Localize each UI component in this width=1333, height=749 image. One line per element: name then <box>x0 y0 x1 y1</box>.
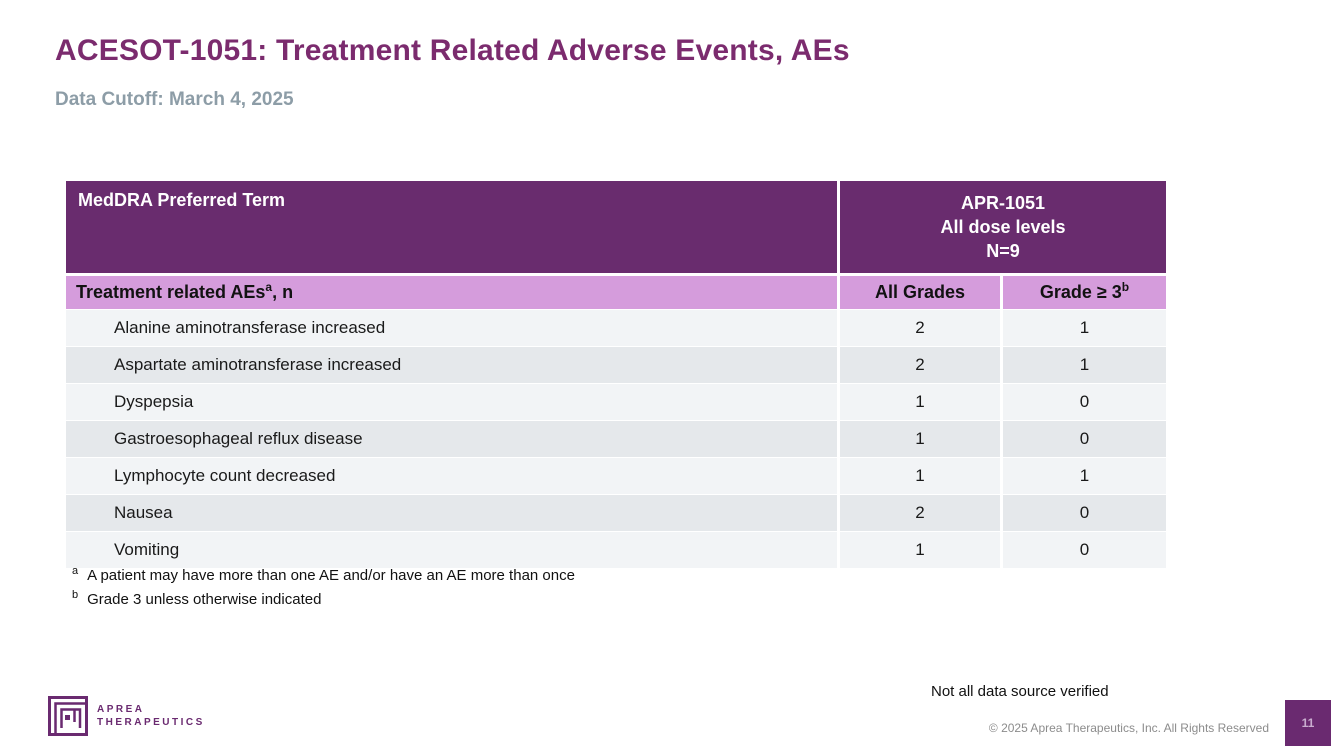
grade3-value: 0 <box>1003 421 1166 457</box>
all-grades-value: 1 <box>840 458 1003 494</box>
aprea-logo-text: APREA THERAPEUTICS <box>97 704 205 728</box>
table-subheader-row: Treatment related AEsa, n All Grades Gra… <box>66 276 1166 309</box>
grade3-value: 0 <box>1003 384 1166 420</box>
page-number-badge: 11 <box>1285 700 1331 746</box>
header-apr1051-group: APR-1051 All dose levels N=9 <box>840 181 1166 273</box>
adverse-events-table: MedDRA Preferred Term APR-1051 All dose … <box>66 181 1166 568</box>
all-grades-value: 2 <box>840 495 1003 531</box>
grade3-value: 1 <box>1003 310 1166 346</box>
all-grades-value: 2 <box>840 347 1003 383</box>
footnote-marker-b-ref: b <box>1121 280 1130 294</box>
ae-term: Alanine aminotransferase increased <box>66 310 840 346</box>
ae-term: Vomiting <box>66 532 840 568</box>
ae-term: Gastroesophageal reflux disease <box>66 421 840 457</box>
data-cutoff-subtitle: Data Cutoff: March 4, 2025 <box>55 89 294 110</box>
table-row: Gastroesophageal reflux disease 1 0 <box>66 421 1166 457</box>
table-row: Dyspepsia 1 0 <box>66 384 1166 420</box>
all-grades-value: 1 <box>840 532 1003 568</box>
table-row: Alanine aminotransferase increased 2 1 <box>66 310 1166 346</box>
ae-term: Dyspepsia <box>66 384 840 420</box>
header-group-line2: All dose levels <box>940 217 1066 237</box>
footnote-b: b Grade 3 unless otherwise indicated <box>72 589 322 609</box>
all-grades-value: 2 <box>840 310 1003 346</box>
subheader-grade3: Grade ≥ 3b <box>1039 280 1130 302</box>
grade3-value: 0 <box>1003 495 1166 531</box>
grade3-value: 1 <box>1003 347 1166 383</box>
ae-term: Aspartate aminotransferase increased <box>66 347 840 383</box>
table-row: Nausea 2 0 <box>66 495 1166 531</box>
ae-term: Nausea <box>66 495 840 531</box>
table-row: Aspartate aminotransferase increased 2 1 <box>66 347 1166 383</box>
header-group-line3: N=9 <box>986 241 1020 261</box>
all-grades-value: 1 <box>840 384 1003 420</box>
copyright-notice: © 2025 Aprea Therapeutics, Inc. All Righ… <box>988 721 1269 735</box>
header-meddra-term: MedDRA Preferred Term <box>66 181 840 273</box>
table-body: Alanine aminotransferase increased 2 1 A… <box>66 310 1166 568</box>
table-header-row: MedDRA Preferred Term APR-1051 All dose … <box>66 181 1166 273</box>
aprea-maze-icon <box>48 696 88 736</box>
footnote-marker-a-ref: a <box>265 280 273 294</box>
table-row: Vomiting 1 0 <box>66 532 1166 568</box>
header-group-line1: APR-1051 <box>960 193 1046 213</box>
ae-term: Lymphocyte count decreased <box>66 458 840 494</box>
grade3-value: 0 <box>1003 532 1166 568</box>
aprea-logo: APREA THERAPEUTICS <box>48 696 205 736</box>
subheader-treatment-related: Treatment related AEsa, n <box>66 276 840 309</box>
all-grades-value: 1 <box>840 421 1003 457</box>
grade3-value: 1 <box>1003 458 1166 494</box>
table-row: Lymphocyte count decreased 1 1 <box>66 458 1166 494</box>
data-verification-note: Not all data source verified <box>931 683 1109 700</box>
page-title: ACESOT-1051: Treatment Related Adverse E… <box>55 34 850 67</box>
subheader-all-grades: All Grades <box>840 276 1003 309</box>
